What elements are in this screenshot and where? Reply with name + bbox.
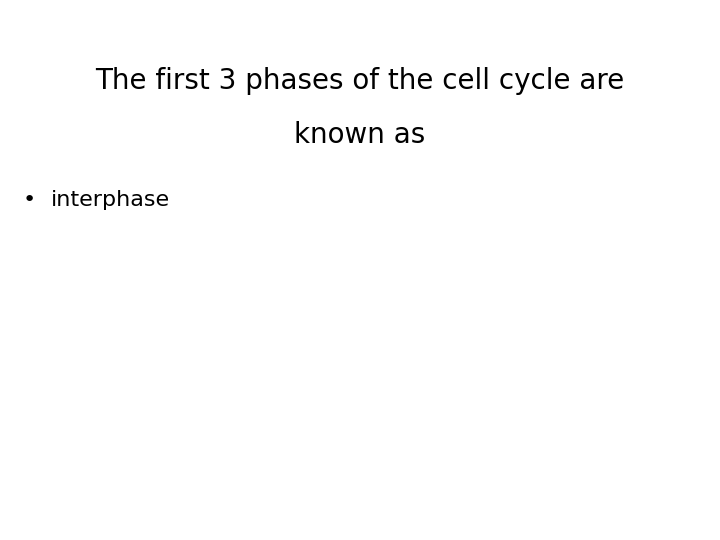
Text: known as: known as bbox=[294, 121, 426, 149]
Text: •: • bbox=[22, 190, 35, 210]
Text: The first 3 phases of the cell cycle are: The first 3 phases of the cell cycle are bbox=[95, 67, 625, 95]
Text: interphase: interphase bbox=[50, 190, 169, 210]
